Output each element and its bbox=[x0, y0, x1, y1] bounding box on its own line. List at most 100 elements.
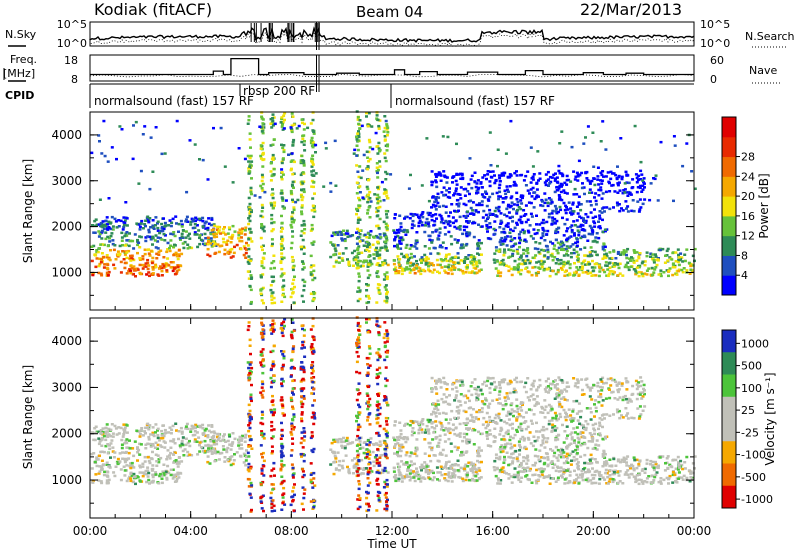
range-gate-cell bbox=[603, 435, 607, 439]
range-gate-cell bbox=[643, 272, 647, 275]
range-gate-cell bbox=[114, 258, 118, 261]
range-gate-cell bbox=[384, 170, 388, 174]
range-gate-cell bbox=[499, 271, 503, 274]
range-gate-cell bbox=[367, 236, 371, 239]
range-gate-cell bbox=[616, 252, 620, 255]
range-gate-cell bbox=[483, 196, 487, 199]
range-gate-cell bbox=[127, 269, 131, 273]
range-gate-cell bbox=[607, 480, 611, 483]
range-gate-cell bbox=[681, 478, 685, 481]
range-gate-cell bbox=[376, 270, 380, 273]
range-gate-cell bbox=[475, 189, 479, 193]
range-gate-cell bbox=[438, 271, 441, 275]
range-gate-cell bbox=[571, 243, 575, 246]
range-gate-cell bbox=[589, 271, 593, 274]
range-gate-cell bbox=[639, 271, 643, 274]
range-gate-cell bbox=[427, 225, 431, 228]
range-gate-cell bbox=[588, 180, 592, 183]
range-gate-cell bbox=[247, 160, 251, 163]
range-gate-cell bbox=[617, 203, 621, 206]
range-gate-cell bbox=[626, 174, 630, 177]
range-gate-cell bbox=[467, 478, 471, 482]
range-gate-cell bbox=[310, 144, 314, 147]
range-gate-cell bbox=[641, 260, 645, 263]
range-gate-cell bbox=[518, 262, 522, 266]
range-gate-cell bbox=[212, 228, 216, 231]
range-gate-cell bbox=[533, 265, 537, 269]
range-gate-cell bbox=[586, 468, 590, 471]
range-gate-cell bbox=[111, 432, 115, 435]
range-gate-cell bbox=[299, 173, 303, 177]
range-gate-cell bbox=[487, 226, 490, 229]
range-gate-cell bbox=[143, 455, 147, 459]
range-gate-cell bbox=[279, 260, 283, 263]
range-gate-cell bbox=[385, 227, 389, 230]
range-gate-cell bbox=[444, 418, 448, 421]
range-gate-cell bbox=[540, 266, 544, 269]
range-gate-cell bbox=[509, 267, 513, 271]
range-gate-cell bbox=[663, 261, 667, 264]
range-gate-cell bbox=[559, 266, 563, 270]
range-gate-cell bbox=[259, 154, 263, 158]
range-gate-cell bbox=[527, 438, 531, 441]
range-gate-cell bbox=[374, 442, 378, 445]
range-gate-cell bbox=[196, 453, 200, 456]
range-gate-cell bbox=[570, 252, 573, 255]
range-gate-cell bbox=[599, 474, 603, 477]
range-gate-cell bbox=[588, 182, 592, 185]
range-gate-cell bbox=[376, 286, 380, 290]
range-gate-cell bbox=[368, 233, 372, 237]
range-gate-cell bbox=[456, 256, 460, 259]
range-gate-cell bbox=[632, 475, 636, 479]
range-gate-cell bbox=[313, 192, 316, 195]
range-gate-cell bbox=[469, 260, 473, 264]
range-gate-cell bbox=[243, 440, 247, 443]
range-gate-cell bbox=[112, 471, 116, 474]
range-gate-cell bbox=[239, 455, 243, 458]
range-gate-cell bbox=[432, 476, 436, 479]
range-gate-cell bbox=[270, 213, 274, 217]
range-gate-cell bbox=[569, 235, 573, 238]
range-gate-cell bbox=[620, 175, 624, 179]
range-gate-cell bbox=[125, 441, 129, 445]
range-gate-cell bbox=[578, 173, 582, 177]
range-gate-cell bbox=[628, 465, 632, 468]
range-gate-cell bbox=[503, 248, 506, 251]
range-gate-cell bbox=[455, 227, 459, 230]
range-gate-cell bbox=[184, 443, 188, 447]
range-gate-cell bbox=[241, 434, 244, 438]
range-gate-cell bbox=[461, 439, 465, 443]
range-gate-cell bbox=[472, 474, 476, 477]
range-gate-cell bbox=[92, 231, 96, 234]
range-gate-cell bbox=[544, 198, 548, 201]
range-gate-cell bbox=[548, 182, 552, 185]
range-gate-cell bbox=[555, 180, 559, 184]
range-gate-cell bbox=[557, 187, 561, 190]
range-gate-cell bbox=[376, 118, 380, 122]
range-gate-cell bbox=[577, 260, 581, 263]
range-gate-cell bbox=[583, 254, 587, 257]
range-gate-cell bbox=[654, 174, 658, 177]
range-gate-cell bbox=[362, 153, 366, 157]
range-gate-cell bbox=[226, 446, 230, 450]
range-gate-cell bbox=[132, 268, 136, 271]
range-gate-cell bbox=[376, 443, 380, 446]
range-gate-cell bbox=[474, 479, 477, 482]
range-gate-cell bbox=[541, 435, 545, 439]
range-gate-cell bbox=[386, 275, 389, 278]
range-gate-cell bbox=[115, 433, 119, 436]
range-gate-cell bbox=[392, 466, 396, 470]
range-gate-cell bbox=[685, 142, 689, 145]
range-gate-cell bbox=[158, 236, 162, 240]
range-gate-cell bbox=[223, 460, 227, 463]
range-gate-cell bbox=[429, 252, 433, 255]
range-gate-cell bbox=[638, 208, 642, 211]
range-gate-cell bbox=[555, 186, 559, 189]
range-gate-cell bbox=[584, 219, 588, 223]
range-gate-cell bbox=[575, 445, 579, 448]
range-gate-cell bbox=[437, 171, 441, 174]
range-gate-cell bbox=[513, 444, 517, 447]
range-gate-cell bbox=[689, 268, 693, 271]
range-gate-cell bbox=[464, 271, 468, 274]
range-gate-cell bbox=[301, 159, 305, 162]
